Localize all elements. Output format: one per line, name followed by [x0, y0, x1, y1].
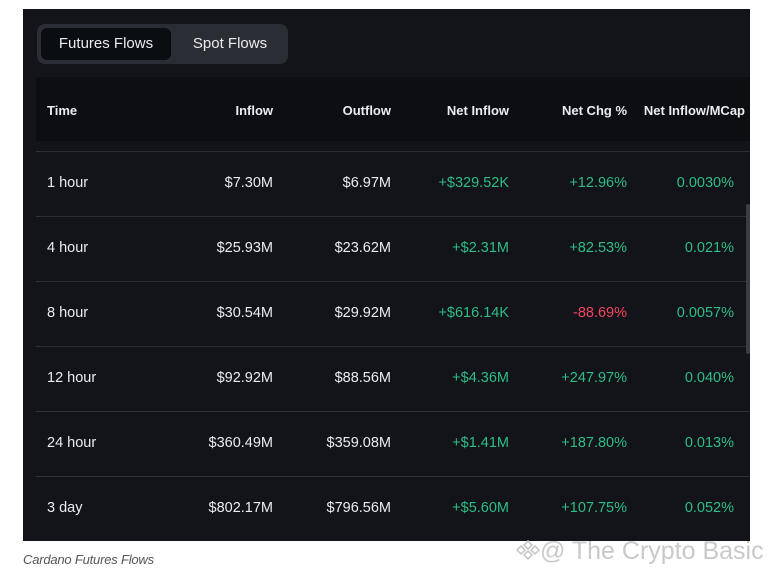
table-row: 24 hour $360.49M $359.08M +$1.41M +187.80% 0.…: [36, 411, 750, 477]
table-header: Time Inflow Outflow Net Inflow Net Chg %…: [36, 77, 750, 141]
cell-net-inflow-mcap: 0.0030%: [676, 175, 734, 191]
cell-outflow: $359.08M: [326, 435, 392, 451]
cell-outflow: $29.92M: [334, 305, 391, 321]
cell-net-chg: +82.53%: [569, 240, 627, 256]
cell-net-chg: +107.75%: [561, 500, 627, 516]
cell-net-chg: +12.96%: [569, 175, 627, 191]
cell-net-inflow: +$1.41M: [452, 435, 509, 451]
header-net-inflow: Net Inflow: [446, 103, 509, 118]
header-net-chg: Net Chg %: [562, 103, 627, 118]
watermark-text: @ The Crypto Basic: [540, 537, 764, 565]
tab-futures-flows[interactable]: Futures Flows: [41, 28, 171, 60]
cell-inflow: $30.54M: [216, 305, 273, 321]
tab-spot-flows[interactable]: Spot Flows: [192, 35, 268, 52]
cell-net-inflow: +$329.52K: [438, 175, 509, 191]
cell-net-chg: -88.69%: [572, 305, 627, 321]
cell-time: 8 hour: [47, 305, 89, 321]
table-row: 12 hour $92.92M $88.56M +$4.36M +247.97% 0.04…: [36, 346, 750, 412]
cell-inflow: $92.92M: [216, 370, 273, 386]
cell-time: 4 hour: [47, 240, 89, 256]
table-row: 1 hour $7.30M $6.97M +$329.52K +12.96% 0.0030…: [36, 151, 750, 217]
watermark: @ The Crypto Basic: [515, 537, 764, 566]
cell-time: 3 day: [47, 500, 83, 516]
header-outflow: Outflow: [342, 103, 391, 118]
cell-net-inflow: +$616.14K: [438, 305, 509, 321]
binance-logo-icon: [515, 539, 541, 561]
header-time: Time: [47, 103, 78, 118]
cell-outflow: $6.97M: [342, 175, 391, 191]
scrollbar[interactable]: [746, 204, 750, 354]
table-row: 8 hour $30.54M $29.92M +$616.14K -88.69% 0.00…: [36, 281, 750, 347]
cell-outflow: $88.56M: [334, 370, 391, 386]
cell-net-inflow-mcap: 0.013%: [684, 435, 734, 451]
flow-type-tabs: Futures Flows Spot Flows: [37, 24, 288, 64]
cell-inflow: $25.93M: [216, 240, 273, 256]
cell-time: 12 hour: [47, 370, 97, 386]
table-row: 4 hour $25.93M $23.62M +$2.31M +82.53% 0.021%: [36, 216, 750, 282]
cell-time: 24 hour: [47, 435, 97, 451]
cell-net-inflow-mcap: 0.040%: [684, 370, 734, 386]
flows-panel: Futures Flows Spot Flows Time Inflow Out…: [23, 9, 750, 541]
cell-inflow: $802.17M: [208, 500, 274, 516]
cell-net-inflow-mcap: 0.052%: [684, 500, 734, 516]
cell-inflow: $360.49M: [208, 435, 274, 451]
header-inflow: Inflow: [235, 103, 273, 118]
cell-net-inflow: +$5.60M: [452, 500, 509, 516]
cell-net-inflow: +$4.36M: [452, 370, 509, 386]
cell-time: 1 hour: [47, 175, 89, 191]
image-caption: Cardano Futures Flows: [23, 552, 154, 567]
cell-outflow: $23.62M: [334, 240, 391, 256]
cell-net-inflow-mcap: 0.0057%: [676, 305, 734, 321]
cell-net-inflow-mcap: 0.021%: [684, 240, 734, 256]
header-net-inflow-mcap: Net Inflow/MCap: [643, 103, 745, 118]
cell-net-chg: +187.80%: [561, 435, 627, 451]
cell-outflow: $796.56M: [326, 500, 392, 516]
cell-net-chg: +247.97%: [561, 370, 627, 386]
cell-net-inflow: +$2.31M: [452, 240, 509, 256]
table-row: 3 day $802.17M $796.56M +$5.60M +107.75% 0.05…: [36, 476, 750, 541]
cell-inflow: $7.30M: [224, 175, 273, 191]
